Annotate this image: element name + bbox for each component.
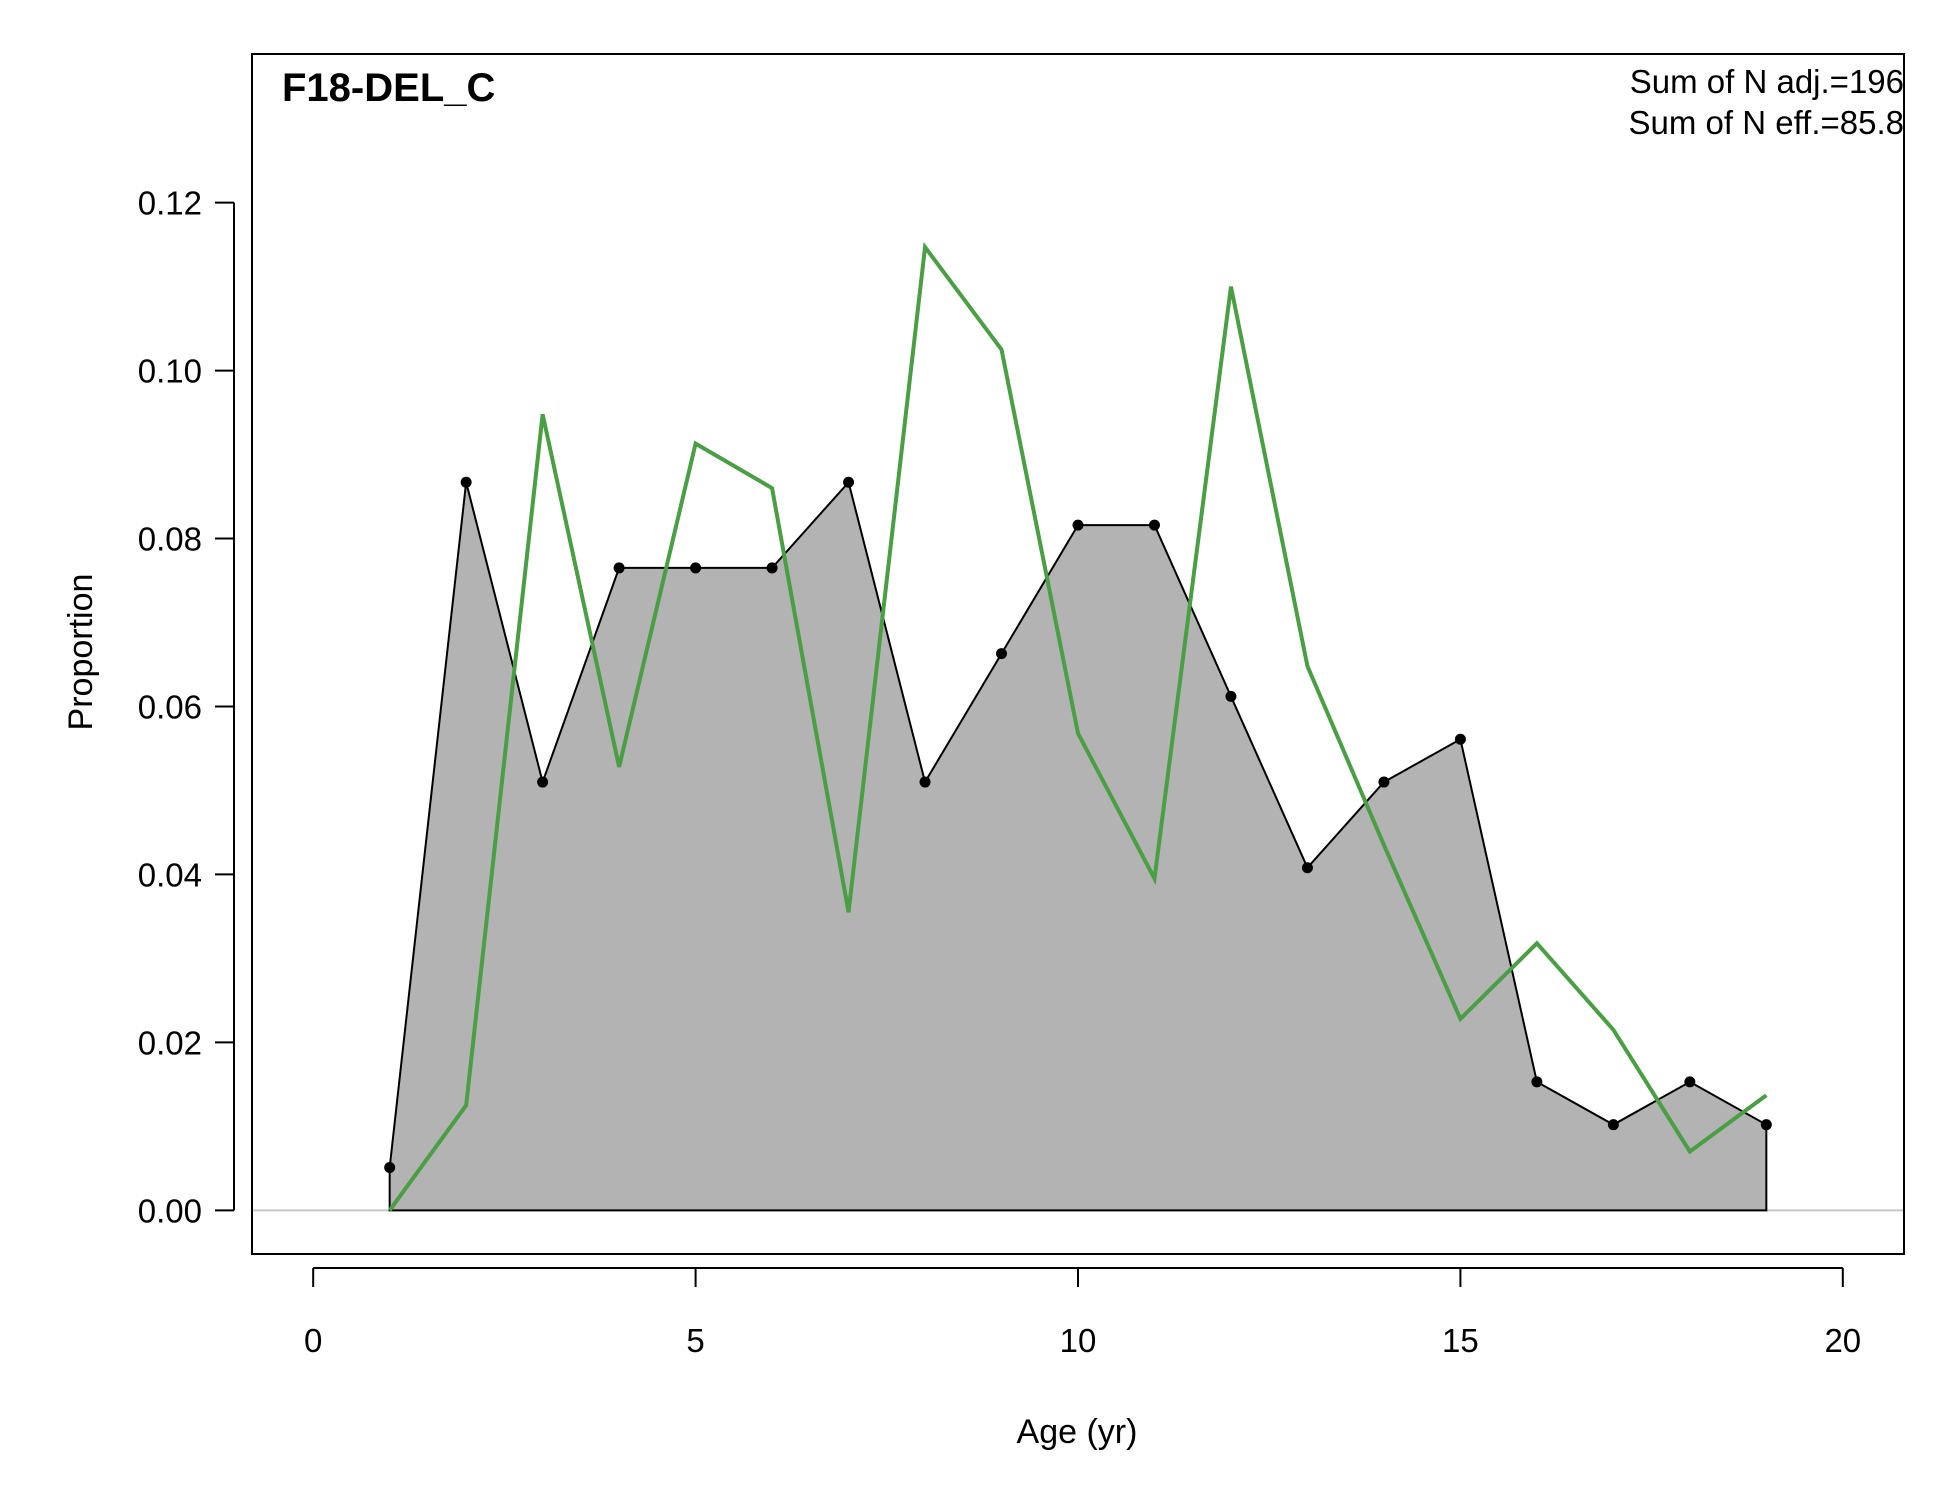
axes: 0 5 10 15 20 0.00 0.02 0.04 0.06 0.08 0.10 0.12 <box>138 185 1861 1359</box>
observed-point <box>1225 690 1237 702</box>
annotation-sum-n-eff: Sum of N eff.=85.8 <box>1629 104 1904 141</box>
y-tick-label: 0.04 <box>138 856 202 893</box>
y-tick-label: 0.02 <box>138 1024 202 1061</box>
x-tick-label: 0 <box>304 1322 322 1359</box>
observed-point <box>1607 1119 1619 1131</box>
observed-point <box>843 476 855 488</box>
observed-point <box>384 1162 396 1174</box>
y-tick-label: 0.06 <box>138 688 202 725</box>
observed-point <box>1148 519 1160 531</box>
observed-point <box>1760 1119 1772 1131</box>
y-tick-label: 0.08 <box>138 521 202 558</box>
observed-point <box>1072 519 1084 531</box>
observed-point <box>1378 776 1390 788</box>
x-axis-title: Age (yr) <box>1017 1413 1138 1451</box>
x-tick-label: 15 <box>1442 1322 1479 1359</box>
expected-line <box>388 241 1768 1212</box>
x-tick-label: 10 <box>1060 1322 1097 1359</box>
observed-point <box>613 562 625 574</box>
y-tick-label: 0.12 <box>138 185 202 222</box>
observed-point <box>919 776 931 788</box>
y-tick-label: 0.10 <box>138 353 202 390</box>
observed-point <box>1684 1076 1696 1088</box>
plot-frame <box>251 53 1905 1255</box>
plot-area <box>252 241 1904 1212</box>
observed-point <box>460 476 472 488</box>
observed-point <box>1531 1076 1543 1088</box>
annotation-sum-n-adj: Sum of N adj.=196 <box>1630 63 1904 100</box>
x-tick-label: 20 <box>1824 1322 1861 1359</box>
y-axis-title: Proportion <box>62 574 100 731</box>
observed-point <box>537 776 549 788</box>
y-tick-label: 0.00 <box>138 1192 202 1229</box>
observed-area <box>388 480 1768 1212</box>
x-tick-label: 5 <box>686 1322 704 1359</box>
observed-point <box>1454 733 1466 745</box>
observed-point <box>1301 862 1313 874</box>
observed-point <box>690 562 702 574</box>
chart-title: F18-DEL_C <box>282 66 495 110</box>
observed-point <box>766 562 778 574</box>
observed-point <box>996 648 1008 660</box>
